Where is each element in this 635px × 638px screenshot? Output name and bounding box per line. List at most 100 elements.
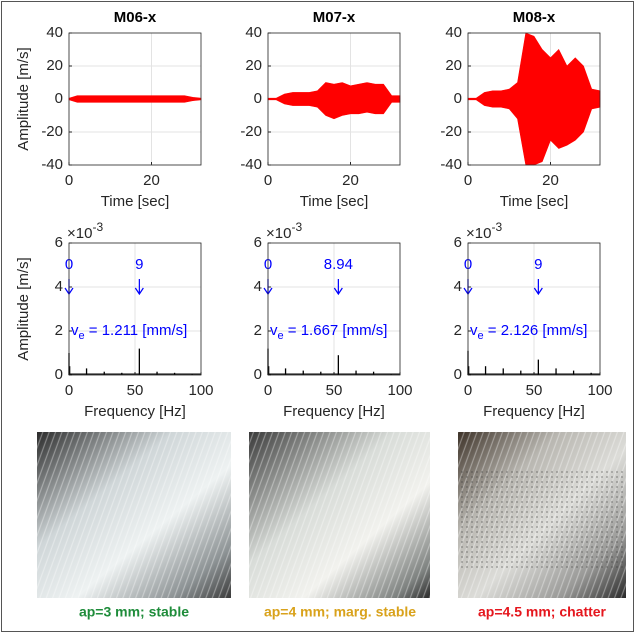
y-tick-label: -40: [41, 156, 63, 173]
y-scale-base: ×10: [67, 225, 92, 242]
x-axis-label: Time [sec]: [500, 193, 569, 210]
signal-area: [467, 98, 601, 166]
y-tick-label: 0: [254, 366, 262, 383]
peak-arrow: [134, 279, 144, 296]
y-tick-label: 6: [454, 234, 462, 251]
y-scale-exp: -3: [491, 220, 502, 234]
y-tick-label: -40: [440, 156, 462, 173]
x-tick-label: 50: [127, 382, 144, 399]
y-tick-label: 0: [55, 366, 63, 383]
photo-3: [458, 432, 626, 598]
y-tick-label: -40: [240, 156, 262, 173]
axes-box: [467, 32, 601, 166]
chart-title: M08-x: [513, 9, 556, 26]
caption: ap=3 mm; stable: [79, 604, 189, 620]
signal-area: [467, 32, 601, 100]
ve-note: ve = 1.667 [mm/s]: [270, 322, 387, 342]
axes-box: [267, 242, 401, 376]
axes-box: [68, 32, 202, 166]
chart-title: M06-x: [114, 9, 157, 26]
peak-label: 9: [135, 256, 143, 273]
x-axis-label: Frequency [Hz]: [283, 403, 385, 420]
y-tick-label: 40: [245, 24, 262, 41]
y-tick-label: -20: [240, 123, 262, 140]
x-tick-label: 0: [264, 172, 272, 189]
y-tick-label: 2: [254, 322, 262, 339]
y-scale: ×10-3: [266, 220, 302, 242]
y-axis-label: Amplitude [m/s]: [15, 257, 32, 360]
axes-box: [467, 242, 601, 376]
y-axis-label: Amplitude [m/s]: [15, 47, 32, 150]
y-scale: ×10-3: [466, 220, 502, 242]
peak-arrow: [333, 279, 343, 296]
y-scale-exp: -3: [291, 220, 302, 234]
x-tick-label: 50: [526, 382, 543, 399]
y-tick-label: 0: [454, 90, 462, 107]
ve-symbol: v: [270, 322, 278, 339]
ve-symbol: v: [71, 322, 79, 339]
y-tick-label: 40: [445, 24, 462, 41]
y-tick-label: -20: [440, 123, 462, 140]
y-tick-label: -20: [41, 123, 63, 140]
peak-label: 9: [534, 256, 542, 273]
ve-value: = 1.211 [mm/s]: [85, 322, 188, 339]
x-axis-label: Frequency [Hz]: [84, 403, 186, 420]
axes-box: [68, 242, 202, 376]
x-tick-label: 100: [188, 382, 213, 399]
peak-label: 8.94: [324, 256, 353, 273]
x-tick-label: 0: [65, 172, 73, 189]
x-tick-label: 100: [387, 382, 412, 399]
y-tick-label: 6: [55, 234, 63, 251]
signal-area: [267, 82, 401, 100]
ve-value: = 1.667 [mm/s]: [284, 322, 388, 339]
x-tick-label: 20: [342, 172, 359, 189]
x-axis-label: Time [sec]: [300, 193, 369, 210]
x-tick-label: 0: [464, 172, 472, 189]
ve-note: ve = 1.211 [mm/s]: [71, 322, 187, 342]
y-tick-label: 20: [46, 57, 63, 74]
y-tick-label: 4: [254, 278, 262, 295]
caption: ap=4 mm; marg. stable: [264, 604, 416, 620]
ve-subscript: e: [478, 330, 484, 342]
x-tick-label: 0: [464, 382, 472, 399]
x-tick-label: 20: [542, 172, 559, 189]
y-tick-label: 4: [454, 278, 462, 295]
ve-subscript: e: [79, 330, 85, 342]
photo-2: [249, 432, 430, 598]
ve-value: = 2.126 [mm/s]: [484, 322, 588, 339]
y-scale: ×10-3: [67, 220, 103, 242]
x-tick-label: 20: [143, 172, 160, 189]
y-tick-label: 6: [254, 234, 262, 251]
y-tick-label: 2: [454, 322, 462, 339]
y-tick-label: 0: [254, 90, 262, 107]
photo-1: [37, 432, 231, 598]
x-tick-label: 0: [264, 382, 272, 399]
x-tick-label: 0: [65, 382, 73, 399]
x-axis-label: Time [sec]: [101, 193, 170, 210]
signal-area: [267, 98, 401, 120]
peak-arrow: [533, 279, 543, 296]
y-tick-label: 20: [245, 57, 262, 74]
y-tick-label: 40: [46, 24, 63, 41]
y-tick-label: 20: [445, 57, 462, 74]
ve-subscript: e: [278, 330, 284, 342]
y-scale-base: ×10: [266, 225, 291, 242]
ve-symbol: v: [470, 322, 478, 339]
y-tick-label: 0: [55, 90, 63, 107]
x-tick-label: 50: [326, 382, 343, 399]
y-tick-label: 0: [454, 366, 462, 383]
signal-area: [68, 98, 202, 103]
ve-note: ve = 2.126 [mm/s]: [470, 322, 587, 342]
x-axis-label: Frequency [Hz]: [483, 403, 585, 420]
y-tick-label: 2: [55, 322, 63, 339]
y-scale-exp: -3: [92, 220, 103, 234]
chart-title: M07-x: [313, 9, 356, 26]
caption: ap=4.5 mm; chatter: [478, 604, 607, 620]
y-scale-base: ×10: [466, 225, 491, 242]
x-tick-label: 100: [587, 382, 612, 399]
axes-box: [267, 32, 401, 166]
y-tick-label: 4: [55, 278, 63, 295]
signal-area: [68, 95, 202, 100]
